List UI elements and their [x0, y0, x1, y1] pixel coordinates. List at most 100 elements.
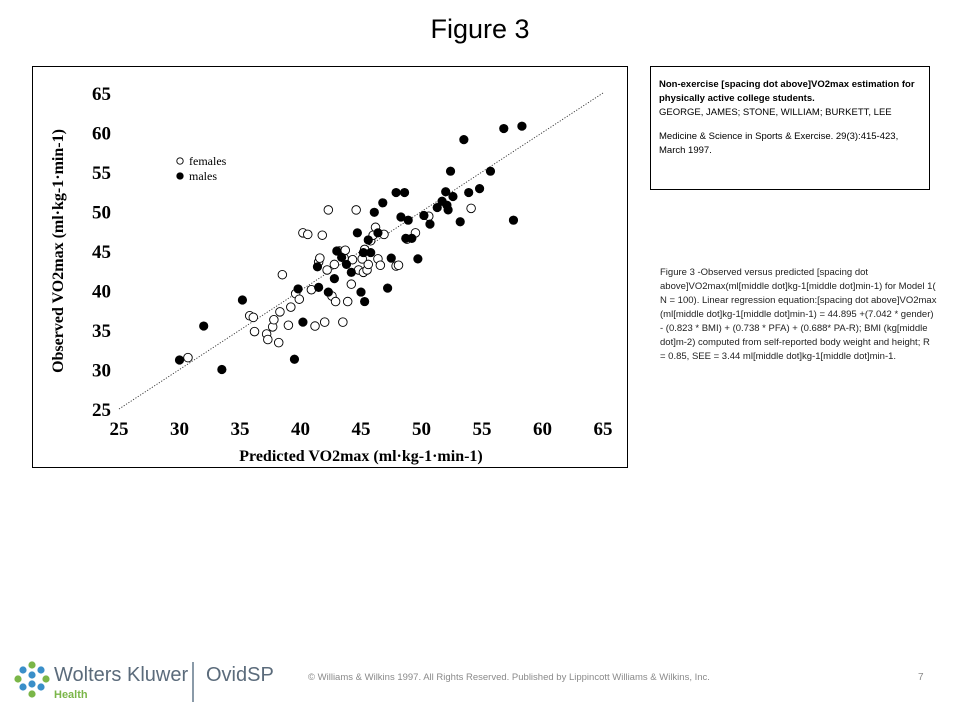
male-data-point — [485, 166, 496, 176]
male-data-point — [448, 191, 458, 202]
male-data-point — [455, 217, 465, 227]
male-data-point — [386, 253, 396, 263]
y-tick-label: 40 — [92, 282, 111, 303]
female-data-point — [273, 337, 284, 348]
slide-title: Figure 3 — [430, 14, 530, 44]
page-number: 7 — [918, 672, 924, 683]
male-data-point — [413, 254, 423, 264]
y-tick-label: 55 — [92, 163, 111, 184]
female-data-point — [329, 259, 340, 270]
male-data-point — [443, 205, 453, 215]
female-data-point — [269, 314, 279, 325]
footer-copyright: © Williams & Wilkins 1997. All Rights Re… — [308, 672, 710, 683]
x-tick-label: 60 — [533, 419, 552, 440]
female-data-point — [351, 205, 361, 215]
female-data-point — [294, 294, 305, 304]
female-data-point — [277, 269, 288, 280]
x-tick-label: 35 — [231, 419, 250, 440]
male-data-point — [403, 215, 413, 225]
male-data-point — [445, 166, 456, 176]
y-tick-label: 30 — [92, 361, 111, 382]
x-tick-label: 55 — [473, 419, 492, 440]
male-data-point — [314, 282, 324, 292]
female-data-point — [322, 265, 332, 275]
x-tick-label: 30 — [170, 419, 189, 440]
male-data-point — [312, 262, 323, 272]
male-data-point — [293, 284, 303, 294]
male-data-point — [391, 187, 401, 198]
y-tick-label: 50 — [92, 203, 111, 224]
male-data-point — [459, 135, 469, 145]
male-data-point — [323, 287, 333, 297]
male-data-point — [237, 295, 248, 305]
male-data-point — [369, 207, 379, 217]
male-data-point — [464, 187, 474, 198]
citation-title: Non-exercise [spacing dot above]VO2max e… — [659, 79, 915, 104]
scatter-plot-svg: 25 30 35 40 45 50 55 60 65 25 30 35 40 45 50 55 60 65 Pred… — [50, 84, 613, 465]
female-data-point — [363, 259, 374, 270]
male-data-point — [508, 215, 519, 225]
male-data-point — [298, 317, 308, 327]
x-axis-label: Predicted VO2max (ml·kg-1·min-1) — [239, 448, 483, 465]
female-data-point — [342, 296, 353, 307]
male-data-point — [399, 187, 410, 198]
female-data-point — [283, 320, 294, 331]
x-tick-label: 40 — [291, 419, 310, 440]
female-data-point — [338, 317, 348, 327]
female-data-point — [249, 326, 260, 337]
male-data-point — [174, 355, 185, 365]
citation-journal: Medicine & Science in Sports & Exercise.… — [659, 131, 899, 156]
female-data-point — [323, 205, 334, 215]
product-name: OvidSP — [206, 664, 274, 686]
male-data-point — [474, 183, 485, 194]
male-data-point — [441, 187, 451, 197]
brand-name: Wolters Kluwer — [54, 664, 189, 686]
y-tick-label: 25 — [92, 400, 111, 421]
legend-label-males: males — [189, 169, 217, 183]
female-data-point — [315, 253, 325, 263]
female-data-point — [330, 296, 341, 307]
male-data-point — [337, 252, 347, 262]
y-tick-label: 35 — [92, 321, 111, 342]
female-data-point — [275, 307, 285, 317]
x-tick-label: 25 — [110, 419, 129, 440]
citation-authors: GEORGE, JAMES; STONE, WILLIAM; BURKETT, … — [659, 107, 892, 118]
male-data-point — [407, 233, 417, 243]
male-data-point — [329, 274, 339, 284]
female-data-point — [393, 260, 404, 270]
female-data-point — [263, 334, 273, 345]
male-data-point — [360, 296, 370, 307]
scatter-chart: 25 30 35 40 45 50 55 60 65 25 30 35 40 45 50 55 60 65 Pred… — [32, 66, 628, 468]
male-data-point — [517, 121, 527, 131]
x-tick-label: 45 — [352, 419, 371, 440]
wolters-kluwer-logo-icon — [14, 661, 50, 698]
female-data-point — [466, 203, 476, 214]
y-tick-label: 65 — [92, 84, 111, 105]
female-data-point — [303, 229, 313, 240]
female-data-point — [375, 260, 386, 270]
male-data-point — [383, 283, 393, 293]
legend-label-females: females — [189, 154, 227, 168]
male-data-point — [366, 247, 376, 258]
female-data-point — [286, 302, 296, 312]
female-data-point — [347, 254, 358, 265]
male-data-point — [332, 246, 342, 256]
x-tick-label: 65 — [594, 419, 613, 440]
male-data-point — [425, 219, 435, 229]
y-axis-label: Observed VO2max (ml·kg-1·min-1) — [50, 129, 67, 373]
y-tick-label: 45 — [92, 242, 111, 263]
male-data-point — [199, 321, 209, 331]
male-data-point — [346, 267, 356, 277]
female-data-point — [319, 317, 330, 327]
footer-divider — [192, 662, 194, 702]
figure-caption: Figure 3 -Observed versus predicted [spa… — [660, 267, 937, 362]
male-data-point — [217, 364, 227, 375]
male-data-point — [432, 202, 442, 213]
female-data-point — [346, 279, 357, 289]
male-data-point — [499, 123, 509, 134]
female-data-point — [310, 321, 320, 331]
male-data-point — [356, 287, 366, 297]
male-data-point — [341, 259, 352, 270]
legend-marker-females — [176, 157, 184, 165]
citation-spacer — [659, 120, 921, 130]
